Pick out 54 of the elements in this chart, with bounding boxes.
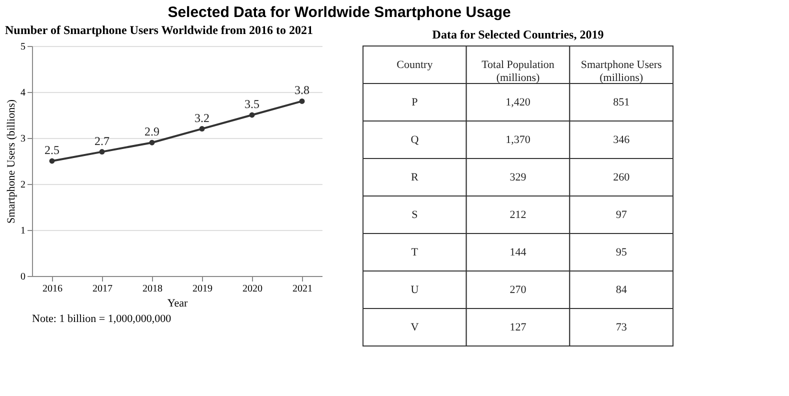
text: 212 (510, 208, 526, 221)
category-label: Total Population (millions) (482, 58, 555, 84)
y-tick-label: 4 (20, 88, 26, 98)
x-tick-label: 2019 (192, 284, 212, 294)
y-axis-title: Smartphone Users (billions) (6, 99, 18, 224)
data-label: 3.2 (194, 110, 210, 125)
category-label: V (410, 321, 419, 334)
x-tick-label: 2016 (42, 284, 62, 294)
y-tick-label: 2 (20, 180, 26, 190)
text: 144 (510, 246, 526, 258)
x-tick-label: 2020 (242, 284, 262, 294)
text: Data for Selected Countries, 2019 (432, 28, 604, 42)
category-label: Q (410, 134, 419, 146)
text: 97 (616, 208, 627, 221)
text: 260 (613, 171, 630, 184)
category-label: Smartphone Users (millions) (580, 58, 662, 84)
text: 73 (616, 321, 627, 334)
x-tick-label: 2018 (142, 284, 162, 294)
text: 329 (510, 171, 526, 184)
category-label: Country (396, 58, 434, 71)
text: 851 (613, 96, 630, 108)
y-tick-label: 0 (20, 272, 26, 282)
point (49, 158, 55, 164)
data-label: 2.5 (44, 143, 60, 157)
data-label: 3.8 (294, 83, 310, 98)
y-tick-label: 3 (20, 134, 26, 144)
text: 1,370 (506, 134, 530, 146)
point (249, 112, 255, 118)
point (199, 126, 205, 132)
text: 84 (616, 284, 627, 296)
text: 270 (510, 284, 526, 296)
data-label: 2.7 (94, 134, 110, 148)
data-label: 2.9 (144, 124, 160, 139)
x-tick-label: 2017 (92, 284, 112, 294)
x-tick-label: 2021 (292, 284, 312, 294)
y-tick-label: 1 (20, 226, 26, 236)
category-label: P (412, 96, 418, 108)
point (99, 149, 105, 155)
text: Note: 1 billion = 1,000,000,000 (32, 313, 172, 325)
text: 95 (616, 246, 627, 258)
y-tick-label: 5 (20, 42, 26, 52)
text: 127 (510, 321, 526, 334)
category-label: R (410, 171, 418, 184)
text: 1,420 (506, 96, 530, 108)
chart-title: Selected Data for Worldwide Smartphone Usage (168, 4, 511, 21)
category-label: S (412, 208, 418, 221)
chart-subtitle: Number of Smartphone Users Worldwide from 2016 to 2021 (5, 23, 313, 37)
point (149, 140, 155, 146)
point (299, 98, 305, 104)
text: 346 (613, 134, 630, 146)
x-axis-title: Year (167, 298, 188, 310)
category-label: U (410, 284, 419, 296)
data-label: 3.5 (244, 97, 260, 111)
category-label: T (411, 246, 418, 258)
